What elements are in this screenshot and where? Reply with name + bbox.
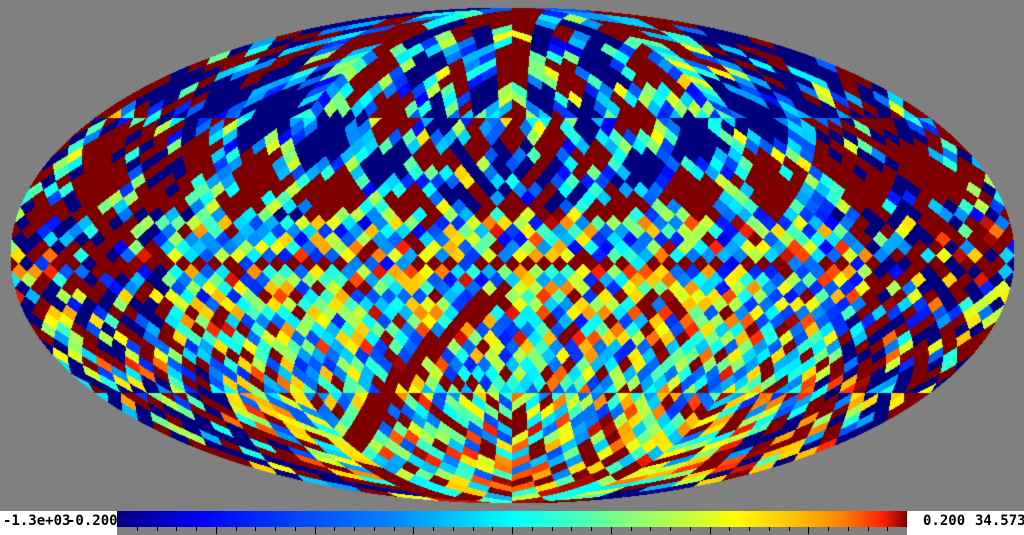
colorbar-tick [690, 527, 691, 531]
colorbar-tick [295, 527, 296, 531]
colorbar-tick [887, 527, 888, 531]
colorbar-tick [492, 527, 493, 531]
colorbar-tick [650, 527, 651, 531]
colorbar-left-label-panel [0, 511, 117, 535]
colorbar-scale-min-label: -0.200 [67, 513, 118, 529]
colorbar-scale-max-label: 0.200 [923, 513, 966, 529]
colorbar-tick [176, 527, 177, 531]
colorbar-tick [808, 527, 809, 534]
colorbar-tick [670, 527, 671, 531]
colorbar-right-label-panel [907, 511, 1024, 535]
colorbar-tick [848, 527, 849, 531]
colorbar-tick [868, 527, 869, 531]
colorbar-tick-marks [117, 527, 907, 535]
colorbar-tick [413, 527, 414, 534]
colorbar-tick [157, 527, 158, 531]
colorbar-tick [236, 527, 237, 531]
colorbar-tick [354, 527, 355, 531]
colorbar-gradient [117, 511, 907, 527]
colorbar-tick [473, 527, 474, 531]
colorbar-tick [631, 527, 632, 531]
colorbar-tick [532, 527, 533, 531]
colorbar-tick [611, 527, 612, 534]
colorbar-data-max-label: 34.573 [975, 513, 1024, 529]
colorbar-tick [374, 527, 375, 531]
colorbar-tick [334, 527, 335, 531]
colorbar-strip [117, 511, 907, 527]
colorbar-tick [552, 527, 553, 531]
colorbar-tick [196, 527, 197, 531]
colorbar-tick [315, 527, 316, 534]
colorbar-data-min-label: -1.3e+03 [3, 513, 71, 529]
colorbar-tick [789, 527, 790, 531]
colorbar-tick [453, 527, 454, 531]
colorbar-tick [394, 527, 395, 531]
colorbar-tick [729, 527, 730, 531]
colorbar-tick [571, 527, 572, 531]
mollweide-map-area [0, 0, 1024, 505]
healpix-sky-map [0, 0, 1024, 505]
colorbar-tick [275, 527, 276, 531]
colorbar-tick [828, 527, 829, 531]
colorbar-tick [749, 527, 750, 531]
colorbar-tick [137, 527, 138, 531]
colorbar-tick [255, 527, 256, 531]
colorbar-tick [216, 527, 217, 534]
colorbar-tick [512, 527, 513, 534]
colorbar-tick [710, 527, 711, 534]
colorbar-tick [769, 527, 770, 531]
colorbar: -1.3e+03 -0.200 0.200 34.573 [0, 505, 1024, 535]
colorbar-tick [591, 527, 592, 531]
colorbar-tick [433, 527, 434, 531]
